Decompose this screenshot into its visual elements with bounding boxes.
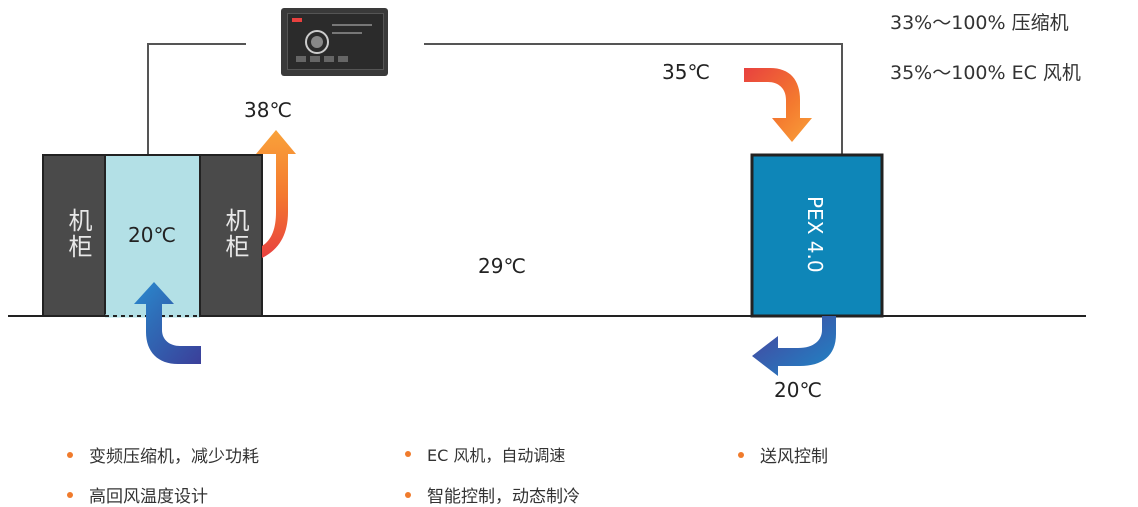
cabinet-left-label: 机柜 bbox=[64, 208, 92, 260]
supply-temp-label: 20℃ bbox=[774, 378, 822, 402]
feature-item: 送风控制 bbox=[738, 442, 828, 467]
cabinet-right-label: 机柜 bbox=[221, 208, 249, 260]
cabinet-left bbox=[42, 154, 106, 317]
feature-item: 高回风温度设计 bbox=[67, 482, 208, 507]
return-temp-label: 35℃ bbox=[662, 60, 710, 84]
pex-unit-label: PEX 4.0 bbox=[803, 196, 827, 273]
bullet-dot-icon bbox=[67, 451, 73, 458]
cold-aisle-temp-label: 20℃ bbox=[128, 223, 176, 247]
feature-item: EC 风机，自动调速 bbox=[405, 442, 565, 466]
hot-air-down-arrow bbox=[744, 68, 812, 142]
controller-display-icon bbox=[292, 18, 372, 62]
controller-screen bbox=[287, 13, 384, 70]
exhaust-temp-label: 38℃ bbox=[244, 98, 292, 122]
bullet-dot-icon bbox=[738, 451, 744, 458]
room-temp-label: 29℃ bbox=[478, 254, 526, 278]
pex-unit bbox=[750, 153, 884, 318]
bullet-dot-icon bbox=[67, 491, 73, 498]
bullet-dot-icon bbox=[405, 451, 411, 457]
hot-air-up-arrow bbox=[256, 130, 296, 258]
bullet-dot-icon bbox=[405, 491, 411, 498]
cool-air-up-arrow bbox=[134, 282, 201, 364]
feature-item: 智能控制，动态制冷 bbox=[405, 482, 580, 507]
supply-air-arrow bbox=[752, 316, 836, 376]
cabinet-right bbox=[199, 154, 263, 317]
control-line-right bbox=[424, 43, 843, 154]
fan-range-text: 35%～100% EC 风机 bbox=[890, 62, 1081, 84]
control-line-left bbox=[147, 43, 246, 154]
compressor-range-text: 33%～100% 压缩机 bbox=[890, 12, 1069, 34]
controller-panel bbox=[281, 8, 388, 76]
feature-item: 变频压缩机，减少功耗 bbox=[67, 442, 259, 467]
